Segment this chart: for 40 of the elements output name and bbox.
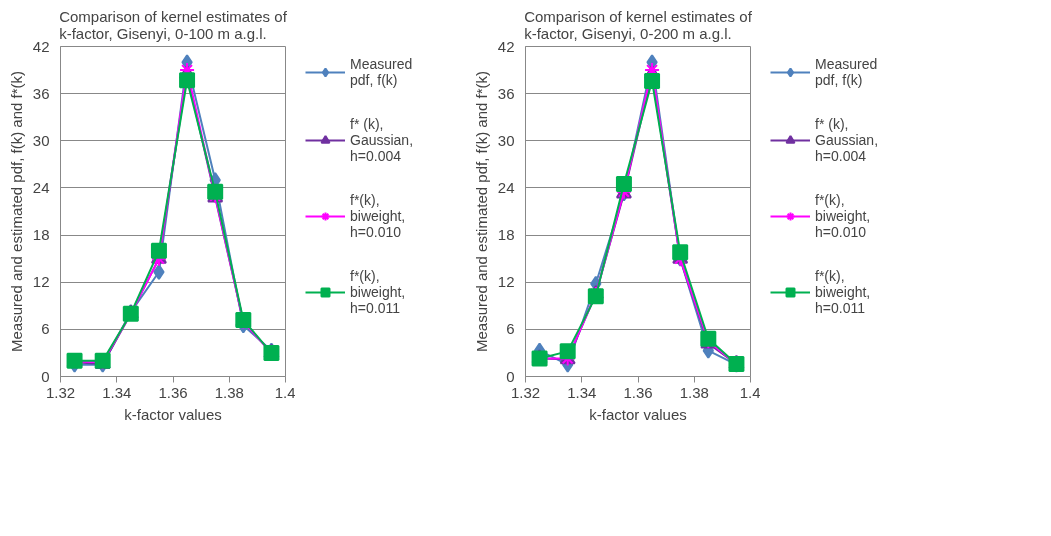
y-tick-label: 12	[32, 273, 50, 291]
y-tick-label: 42	[32, 37, 50, 55]
x-axis-title: k-factor values	[589, 405, 687, 423]
chart-title: Comparison of kernel estimates of k-factor, Gisenyi, 0-200 m a.g.l.	[524, 7, 753, 42]
y-tick-label: 36	[32, 84, 50, 102]
y-tick-label: 30	[497, 131, 515, 149]
y-tick-label: 36	[497, 84, 515, 102]
chart-title: Comparison of kernel estimates of k-factor, Gisenyi, 0-100 m a.g.l.	[59, 7, 288, 42]
x-tick-label: 1.38	[214, 383, 244, 401]
y-tick-label: 30	[32, 131, 50, 149]
legend-label: f*(k), biweight, h=0.010	[350, 192, 406, 240]
x-tick-label: 1.38	[679, 383, 709, 401]
x-tick-label: 1.32	[45, 383, 76, 401]
y-tick-label: 24	[32, 178, 50, 196]
x-tick-label: 1.4	[739, 383, 761, 401]
legend-label: f*(k), biweight, h=0.010	[815, 192, 871, 240]
x-tick-label: 1.36	[623, 383, 653, 401]
legend-label: f* (k), Gaussian, h=0.004	[815, 116, 879, 164]
x-tick-label: 1.36	[158, 383, 188, 401]
y-tick-label: 0	[41, 367, 50, 385]
legend-label: f* (k), Gaussian, h=0.004	[350, 116, 414, 164]
y-tick-label: 18	[32, 226, 50, 244]
y-tick-label: 6	[506, 320, 515, 338]
x-tick-label: 1.34	[102, 383, 132, 401]
legend-label: f*(k), biweight, h=0.011	[815, 268, 871, 316]
x-tick-label: 1.32	[510, 383, 541, 401]
x-tick-label: 1.34	[567, 383, 597, 401]
y-tick-label: 42	[497, 37, 515, 55]
y-tick-label: 0	[506, 367, 515, 385]
x-axis-title: k-factor values	[124, 405, 222, 423]
y-tick-label: 6	[41, 320, 50, 338]
legend-label: f*(k), biweight, h=0.011	[350, 268, 406, 316]
x-tick-label: 1.4	[274, 383, 296, 401]
y-axis-title: Measured and estimated pdf, f(k) and f*(k)	[472, 71, 490, 352]
y-tick-label: 12	[497, 273, 515, 291]
legend-label: Measured pdf, f(k)	[350, 56, 413, 88]
y-tick-label: 18	[497, 226, 515, 244]
y-axis-title: Measured and estimated pdf, f(k) and f*(k)	[7, 71, 25, 352]
y-tick-label: 24	[497, 178, 515, 196]
legend-label: Measured pdf, f(k)	[815, 56, 878, 88]
